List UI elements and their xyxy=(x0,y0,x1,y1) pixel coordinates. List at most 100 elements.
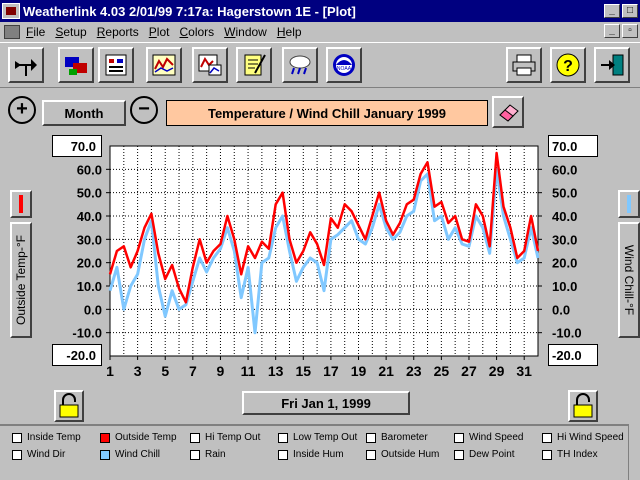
help-button[interactable]: ? xyxy=(550,47,586,83)
wind-chill-color-indicator[interactable] xyxy=(618,190,640,218)
legend-item[interactable]: Rain xyxy=(190,449,226,460)
menu-file[interactable]: File xyxy=(26,25,46,39)
y-tick-label-left: -10.0 xyxy=(72,326,102,341)
x-tick-label: 27 xyxy=(461,363,477,379)
legend-scrollbar[interactable] xyxy=(628,424,640,480)
legend-item[interactable]: Barometer xyxy=(366,432,428,443)
y-min-left[interactable]: -20.0 xyxy=(52,344,102,366)
right-lock-button[interactable] xyxy=(568,390,598,422)
legend-item[interactable]: Hi Wind Speed xyxy=(542,432,624,443)
y-tick-label-left: 10.0 xyxy=(77,279,102,294)
x-tick-label: 9 xyxy=(217,363,225,379)
legend-checkbox[interactable] xyxy=(366,432,376,443)
y-tick-label-right: -10.0 xyxy=(552,326,582,341)
legend-item[interactable]: Inside Hum xyxy=(278,449,344,460)
y-tick-label-right: 50.0 xyxy=(552,186,577,201)
child-minimize-button[interactable]: _ xyxy=(604,24,620,38)
legend-item[interactable]: Low Temp Out xyxy=(278,432,357,443)
legend-item[interactable]: Outside Hum xyxy=(366,449,439,460)
menu-colors[interactable]: Colors xyxy=(179,25,215,39)
legend-label: TH Index xyxy=(557,449,598,460)
modem-icon xyxy=(65,57,87,75)
legend-checkbox[interactable] xyxy=(190,432,200,443)
wind-vane-button[interactable] xyxy=(8,47,44,83)
y-max-left[interactable]: 70.0 xyxy=(52,135,102,157)
minimize-button[interactable]: _ xyxy=(604,4,620,18)
y-tick-label-right: 60.0 xyxy=(552,162,577,177)
x-tick-label: 31 xyxy=(516,363,532,379)
zoom-out-button[interactable]: − xyxy=(130,96,158,124)
app-icon[interactable] xyxy=(2,3,20,19)
modem-button[interactable] xyxy=(58,47,94,83)
legend-checkbox[interactable] xyxy=(454,449,464,460)
rain-button[interactable] xyxy=(282,47,318,83)
exit-button[interactable] xyxy=(594,47,630,83)
y-axis-label-right: Wind Chill-°F xyxy=(622,244,637,316)
legend-item[interactable]: Hi Temp Out xyxy=(190,432,260,443)
noaa-icon: NOAA xyxy=(333,54,355,76)
y-axis-label-left: Outside Temp-°F xyxy=(14,235,29,325)
plot-button[interactable] xyxy=(146,47,182,83)
help-icon: ? xyxy=(556,53,580,77)
legend-checkbox[interactable] xyxy=(278,449,288,460)
date-button[interactable]: Fri Jan 1, 1999 xyxy=(242,391,410,415)
y-tick-label-right: 30.0 xyxy=(552,232,577,247)
y-max-right[interactable]: 70.0 xyxy=(548,135,598,157)
rain-cloud-icon xyxy=(289,55,311,75)
x-tick-label: 11 xyxy=(241,363,256,379)
maximize-button[interactable]: □ xyxy=(622,4,638,18)
legend-checkbox[interactable] xyxy=(278,432,288,443)
menu-reports[interactable]: Reports xyxy=(96,25,139,39)
legend-checkbox[interactable] xyxy=(454,432,464,443)
legend-label: Low Temp Out xyxy=(293,432,358,443)
right-axis-label: Wind Chill-°F xyxy=(618,222,640,338)
outside-temp-color-indicator[interactable] xyxy=(10,190,32,218)
print-button[interactable] xyxy=(506,47,542,83)
y-min-right[interactable]: -20.0 xyxy=(548,344,598,366)
legend-item[interactable]: Dew Point xyxy=(454,449,515,460)
menu-plot[interactable]: Plot xyxy=(148,25,170,39)
legend-item[interactable]: Wind Dir xyxy=(12,449,65,460)
legend-checkbox[interactable] xyxy=(542,449,552,460)
eraser-button[interactable] xyxy=(492,96,524,128)
legend-checkbox[interactable] xyxy=(100,449,110,460)
title-bar: Weatherlink 4.03 2/01/99 7:17a: Hagersto… xyxy=(0,0,640,22)
plot-icon xyxy=(152,54,176,76)
legend-label: Rain xyxy=(205,449,226,460)
menu-setup[interactable]: Setup xyxy=(55,25,87,39)
legend-item[interactable]: Inside Temp xyxy=(12,432,81,443)
legend-checkbox[interactable] xyxy=(542,432,552,443)
document-system-icon[interactable] xyxy=(4,25,20,39)
legend-item[interactable]: TH Index xyxy=(542,449,598,460)
legend-checkbox[interactable] xyxy=(12,449,22,460)
legend-label: Inside Hum xyxy=(293,449,344,460)
x-tick-label: 1 xyxy=(106,363,114,379)
child-restore-button[interactable]: ▫ xyxy=(622,24,638,38)
left-lock-button[interactable] xyxy=(54,390,84,422)
legend-checkbox[interactable] xyxy=(12,432,22,443)
zoom-in-button[interactable]: + xyxy=(8,96,36,124)
legend-checkbox[interactable] xyxy=(100,432,110,443)
notepad-button[interactable] xyxy=(236,47,272,83)
legend-item[interactable]: Outside Temp xyxy=(100,432,177,443)
y-tick-label-left: 50.0 xyxy=(77,186,102,201)
x-tick-label: 19 xyxy=(351,363,367,379)
left-axis-label: Outside Temp-°F xyxy=(10,222,32,338)
menu-help[interactable]: Help xyxy=(276,25,302,39)
svg-text:NOAA: NOAA xyxy=(337,66,352,72)
legend-checkbox[interactable] xyxy=(190,449,200,460)
series-line-wind-chill xyxy=(108,167,540,335)
legend-label: Hi Wind Speed xyxy=(557,432,624,443)
period-button[interactable]: Month xyxy=(42,100,126,126)
legend-item[interactable]: Wind Speed xyxy=(454,432,523,443)
eraser-icon xyxy=(499,104,519,122)
menu-window[interactable]: Window xyxy=(224,25,267,39)
legend-checkbox[interactable] xyxy=(366,449,376,460)
legend-label: Outside Hum xyxy=(381,449,440,460)
legend-item[interactable]: Wind Chill xyxy=(100,449,160,460)
x-tick-label: 5 xyxy=(161,363,169,379)
y-tick-label-left: 20.0 xyxy=(77,256,102,271)
summary-plot-button[interactable] xyxy=(192,47,228,83)
noaa-button[interactable]: NOAA xyxy=(326,47,362,83)
report-button[interactable] xyxy=(98,47,134,83)
